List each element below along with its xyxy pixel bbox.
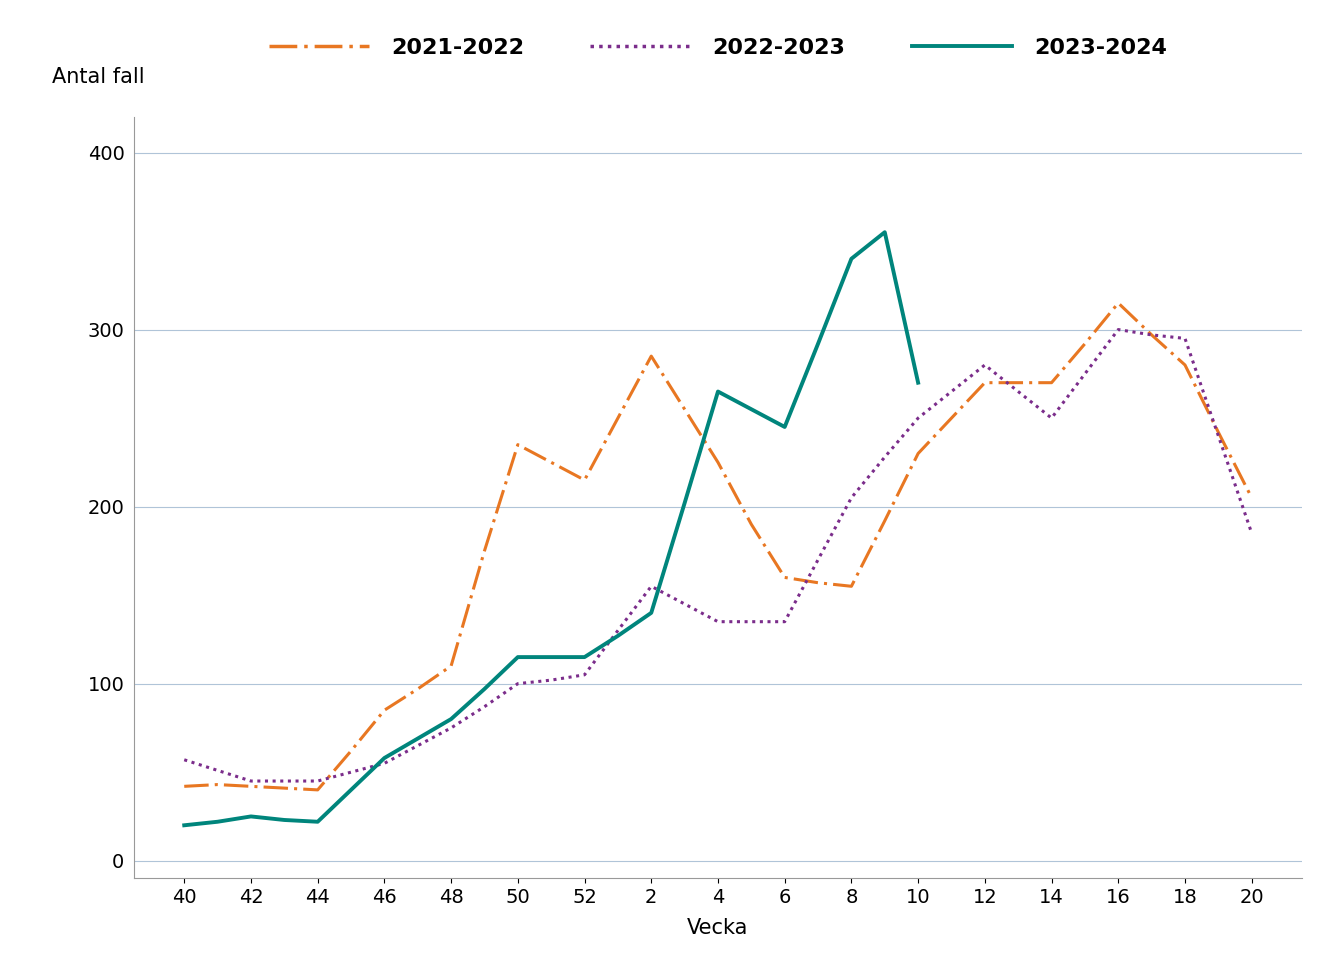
X-axis label: Vecka: Vecka xyxy=(687,918,749,938)
Text: Antal fall: Antal fall xyxy=(52,66,145,87)
Legend: 2021-2022, 2022-2023, 2023-2024: 2021-2022, 2022-2023, 2023-2024 xyxy=(260,29,1176,67)
